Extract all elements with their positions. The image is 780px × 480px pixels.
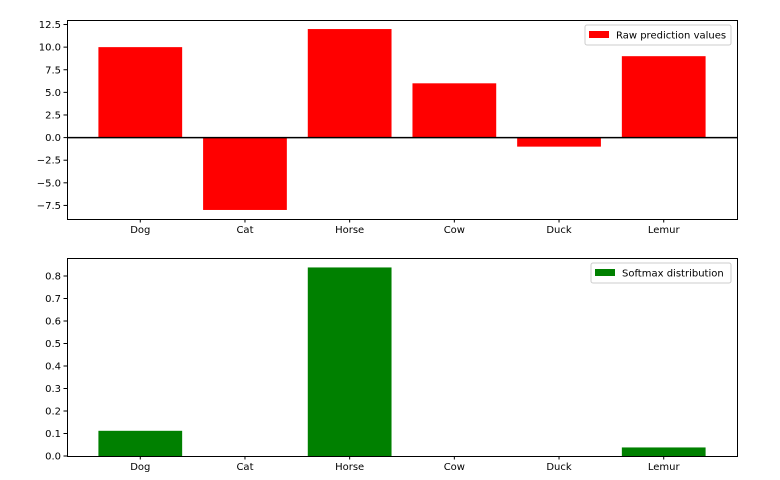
- x-tick-label-horse: Horse: [335, 225, 364, 236]
- bar-horse: [307, 267, 392, 456]
- y-tick-label: 7.5: [45, 65, 61, 76]
- bar-cow: [412, 83, 497, 138]
- y-tick-label: 0.3: [45, 384, 61, 395]
- y-tick-label: 0.1: [45, 429, 61, 440]
- y-tick-label: 0.6: [45, 317, 61, 328]
- y-tick-label: 2.5: [45, 110, 61, 121]
- bars: [98, 29, 706, 210]
- y-tick-label: 0.2: [45, 407, 61, 418]
- bar-horse: [307, 29, 392, 138]
- y-tick-label: 0.5: [45, 339, 61, 350]
- x-tick-label-duck: Duck: [546, 462, 572, 473]
- x-tick-label-lemur: Lemur: [648, 225, 681, 236]
- legend-swatch: [595, 269, 615, 276]
- x-tick-label-duck: Duck: [546, 225, 572, 236]
- bar-dog: [98, 430, 183, 456]
- legend-box: [584, 24, 732, 46]
- x-tick-label-horse: Horse: [335, 462, 364, 473]
- y-tick-label: −7.5: [37, 201, 61, 212]
- bar-duck: [517, 137, 601, 147]
- bar-dog: [98, 47, 183, 138]
- x-tick-label-cow: Cow: [444, 462, 465, 473]
- axes-frame: [67, 20, 738, 220]
- legend-box: [590, 262, 732, 284]
- axes-frame: [67, 258, 738, 457]
- bar-lemur: [621, 447, 706, 456]
- legend-label: Softmax distribution: [622, 269, 724, 280]
- bars: [98, 267, 706, 456]
- legend: Softmax distribution: [590, 262, 732, 284]
- x-tick-label-cat: Cat: [236, 225, 253, 236]
- legend-swatch: [589, 31, 609, 38]
- y-tick-label: 0.4: [45, 362, 61, 373]
- y-tick-label: 0.8: [45, 272, 61, 283]
- y-tick-label: 0.0: [45, 452, 61, 463]
- legend-label: Raw prediction values: [616, 31, 726, 42]
- x-tick-label-cow: Cow: [444, 225, 465, 236]
- y-tick-label: −5.0: [37, 178, 61, 189]
- y-tick-label: 10.0: [39, 43, 61, 54]
- raw-predictions-chart: −7.5 −5.0 −2.5 0.0 2.5 5.0 7.5 10.0 12.5 Dog Cat Ho…: [37, 20, 738, 236]
- bar-cat: [203, 137, 287, 210]
- y-tick-label: −2.5: [37, 156, 61, 167]
- softmax-chart: 0.0 0.1 0.2 0.3 0.4 0.5 0.6 0.7 0.8 Dog Cat Horse Co…: [45, 258, 738, 473]
- y-tick-label: 0.7: [45, 294, 61, 305]
- y-tick-label: 12.5: [39, 20, 61, 31]
- x-tick-label-cat: Cat: [236, 462, 253, 473]
- x-tick-label-dog: Dog: [130, 462, 150, 473]
- x-tick-label-dog: Dog: [130, 225, 150, 236]
- x-tick-label-lemur: Lemur: [648, 462, 681, 473]
- y-tick-label: 5.0: [45, 88, 61, 99]
- legend: Raw prediction values: [584, 24, 732, 46]
- y-tick-label: 0.0: [45, 133, 61, 144]
- bar-lemur: [621, 56, 706, 138]
